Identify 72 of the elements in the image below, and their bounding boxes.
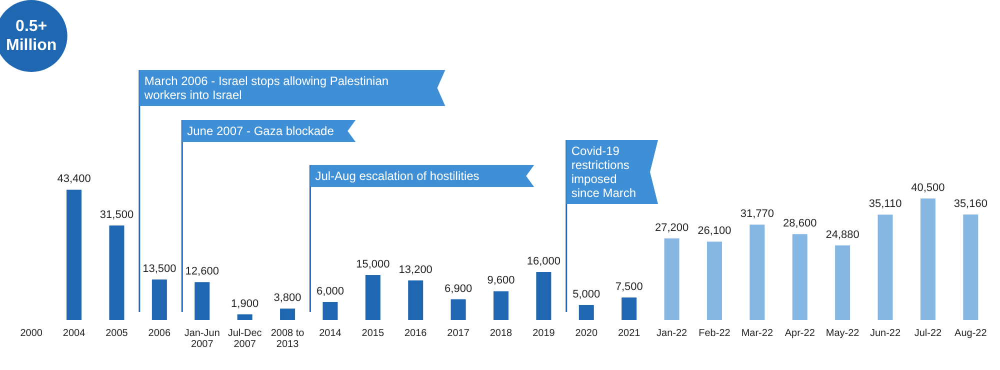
x-tick-label: 2021 [618,328,641,339]
data-label: 13,500 [142,262,176,275]
data-label: 26,100 [698,225,732,238]
data-label: 9,600 [487,274,515,287]
bar [578,304,594,320]
x-tick-label: 2017 [447,328,470,339]
bar [237,314,252,320]
bar [66,190,82,320]
x-tick-label: Jul-Dec 2007 [228,328,262,350]
bar [664,238,680,320]
text: 0.5+ Million [6,18,57,54]
x-tick-label: 2014 [319,328,342,339]
data-label: 5,000 [572,288,600,300]
annotation: Covid-19 restrictions imposed since March [571,144,636,200]
x-tick-label: Jan-Jun 2007 [184,328,220,350]
bar [152,279,167,320]
data-label: 28,600 [783,218,817,230]
bar [835,245,850,320]
x-tick-label: 2000 [20,328,43,339]
bar [109,225,124,320]
x-tick-label: Feb-22 [698,328,731,339]
bar [494,291,508,320]
x-tick-label: 2008 to 2013 [270,328,305,350]
bar [536,272,552,320]
bar [365,274,380,320]
x-tick-label: May-22 [826,328,860,339]
bar [963,214,978,320]
x-tick-label: Jun-22 [870,328,901,339]
x-tick-label: 2019 [532,328,556,339]
data-label: 12,600 [185,266,219,278]
x-tick-label: 2004 [62,328,86,339]
data-label: 31,770 [740,208,774,220]
data-label: 35,110 [868,198,902,210]
data-label: 1,900 [231,298,259,310]
bar [194,282,210,320]
x-tick-label: Mar-22 [741,328,774,339]
bar [750,224,765,320]
data-label: 27,200 [654,222,689,234]
bar [878,214,893,320]
data-label: 15,000 [356,258,390,270]
x-tick-label: 2005 [106,328,128,339]
data-label: 35,160 [954,198,988,210]
data-label: 7,500 [615,280,643,293]
bar [408,280,424,320]
x-tick-label: Jan-22 [656,328,688,339]
data-label: 31,500 [100,208,134,221]
bar [706,242,722,320]
x-tick-label: 2015 [362,328,384,339]
data-label: 3,800 [274,292,302,304]
bar [792,234,808,320]
x-tick-label: Apr-22 [784,328,816,339]
text: Jul-Aug escalation of hostilities [315,169,480,183]
x-tick-label: 2018 [490,328,513,339]
data-label: 6,900 [444,282,472,295]
x-tick-label: 2020 [575,328,598,339]
bar [280,308,296,320]
x-tick-label: Aug-22 [954,328,988,339]
data-label: 13,200 [398,264,432,276]
data-label: 24,880 [826,228,860,241]
data-label: 40,500 [911,182,945,194]
x-tick-label: 2016 [404,328,428,339]
data-label: 6,000 [316,285,344,298]
bar [622,297,637,320]
bar [322,302,338,320]
data-label: 43,400 [57,173,91,186]
data-label: 16,000 [526,255,561,268]
text: March 2006 - Israel stops allowing Palestinian workers into Israel [143,74,389,102]
x-tick-label: Jul-22 [914,328,942,339]
x-tick-label: 2006 [148,328,171,339]
bar [920,198,936,320]
text: June 2007 - Gaza blockade [187,124,334,138]
bar [450,299,466,320]
